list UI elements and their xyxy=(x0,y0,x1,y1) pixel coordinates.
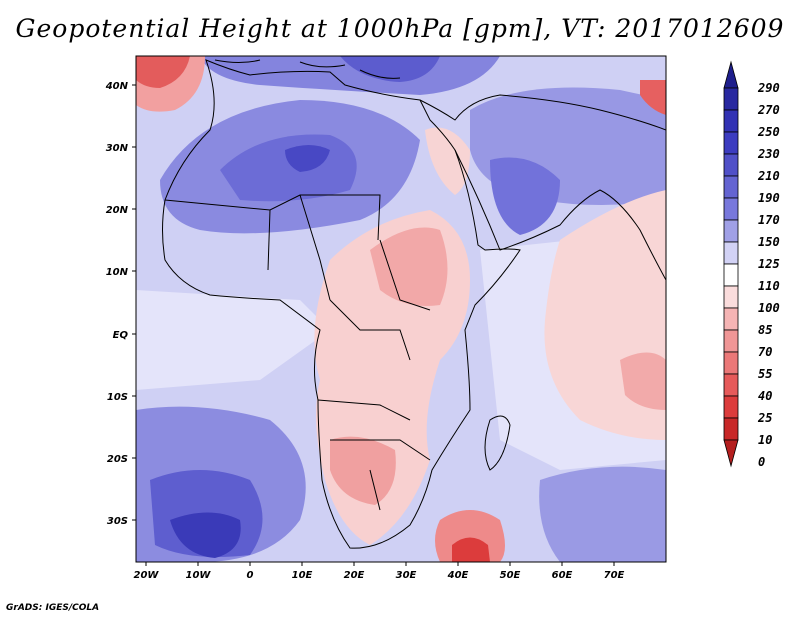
field-light-atlantic xyxy=(136,290,330,390)
field-atlantic-low-core xyxy=(136,56,190,88)
x-tick-label: 20E xyxy=(344,570,365,581)
x-tick-label: 50E xyxy=(500,570,521,581)
y-tick-label: 40N xyxy=(105,81,129,92)
coastlines xyxy=(162,59,666,549)
colorbar-swatch xyxy=(723,241,739,265)
y-tick-label: 30N xyxy=(106,143,129,154)
colorbar-swatch xyxy=(723,263,739,287)
x-tick-label: 10W xyxy=(186,570,212,581)
colorbar-label: 125 xyxy=(758,257,780,271)
x-tick-label: 0 xyxy=(247,570,254,581)
colorbar-top-arrow xyxy=(723,60,739,89)
field-sahara-max xyxy=(285,145,330,172)
colorbar-label: 190 xyxy=(758,191,780,205)
colorbar-label: 85 xyxy=(758,323,772,337)
y-tick-label: 30S xyxy=(107,516,128,527)
grads-credit: GrADS: IGES/COLA xyxy=(6,603,100,613)
field-mozambique-core xyxy=(452,537,490,562)
colorbar-label: 40 xyxy=(758,389,772,403)
colorbar-label: 10 xyxy=(758,433,772,447)
y-tick-label: 20S xyxy=(107,454,128,465)
colorbar-swatch xyxy=(723,197,739,221)
colorbar-label: 290 xyxy=(757,81,780,95)
colorbar-label: 0 xyxy=(758,455,765,469)
field-europe-core xyxy=(340,56,440,82)
arabia-india-coastline xyxy=(454,149,666,281)
field-redsea-low xyxy=(425,127,470,195)
field-south-atlantic-max xyxy=(170,512,241,558)
colorbar-swatch xyxy=(723,175,739,199)
colorbar-swatch xyxy=(723,153,739,177)
y-tick-label: 10N xyxy=(106,267,129,278)
colorbar-bottom-arrow xyxy=(723,439,739,468)
field-south-indian-high xyxy=(539,466,666,562)
colorbar-label: 70 xyxy=(758,345,772,359)
field-arabia-high xyxy=(490,157,560,235)
y-axis: 40N 30N 20N 10N EQ 10S 20S 30S xyxy=(105,81,136,527)
x-tick-label: 70E xyxy=(604,570,625,581)
colorbar-label: 150 xyxy=(758,235,780,249)
colorbar-label: 210 xyxy=(757,169,780,183)
map-title: Geopotential Height at 1000hPa [gpm], VT… xyxy=(15,14,785,43)
x-tick-label: 20W xyxy=(134,570,160,581)
x-tick-label: 60E xyxy=(552,570,573,581)
colorbar-swatch xyxy=(723,109,739,133)
colorbar: 2902702502302101901701501251101008570554… xyxy=(723,60,780,469)
field-iran-low xyxy=(640,80,666,115)
height-field xyxy=(136,56,666,562)
africa-coastline xyxy=(162,59,521,549)
colorbar-swatch xyxy=(723,373,739,397)
colorbar-swatch xyxy=(723,417,739,441)
y-tick-label: 20N xyxy=(106,205,129,216)
colorbar-label: 100 xyxy=(758,301,780,315)
colorbar-label: 270 xyxy=(757,103,780,117)
colorbar-label: 230 xyxy=(757,147,780,161)
colorbar-label: 25 xyxy=(757,411,772,425)
colorbar-label: 55 xyxy=(758,367,772,381)
colorbar-label: 170 xyxy=(758,213,780,227)
colorbar-swatch xyxy=(723,395,739,419)
colorbar-swatch xyxy=(723,285,739,309)
madagascar-coastline xyxy=(484,415,511,471)
plot-frame xyxy=(135,55,667,563)
colorbar-swatch xyxy=(723,87,739,111)
colorbar-swatch xyxy=(723,131,739,155)
x-tick-label: 10E xyxy=(292,570,313,581)
europe-coastline xyxy=(214,59,401,79)
colorbar-swatch xyxy=(723,219,739,243)
colorbar-swatch xyxy=(723,307,739,331)
field-indian-low-core xyxy=(620,352,666,410)
field-kalahari-low xyxy=(330,436,396,505)
y-tick-label: 10S xyxy=(107,392,128,403)
country-borders xyxy=(164,194,431,511)
colorbar-label: 110 xyxy=(758,279,780,293)
colorbar-swatch xyxy=(723,329,739,353)
x-axis: 20W 10W 0 10E 20E 30E 40E 50E 60E 70E xyxy=(134,562,625,581)
colorbar-swatch xyxy=(723,351,739,375)
colorbar-label: 250 xyxy=(757,125,780,139)
x-tick-label: 40E xyxy=(447,570,469,581)
y-tick-label: EQ xyxy=(113,330,129,341)
x-tick-label: 30E xyxy=(396,570,417,581)
field-sudan-low xyxy=(370,227,448,306)
asia-coastline xyxy=(419,94,666,131)
